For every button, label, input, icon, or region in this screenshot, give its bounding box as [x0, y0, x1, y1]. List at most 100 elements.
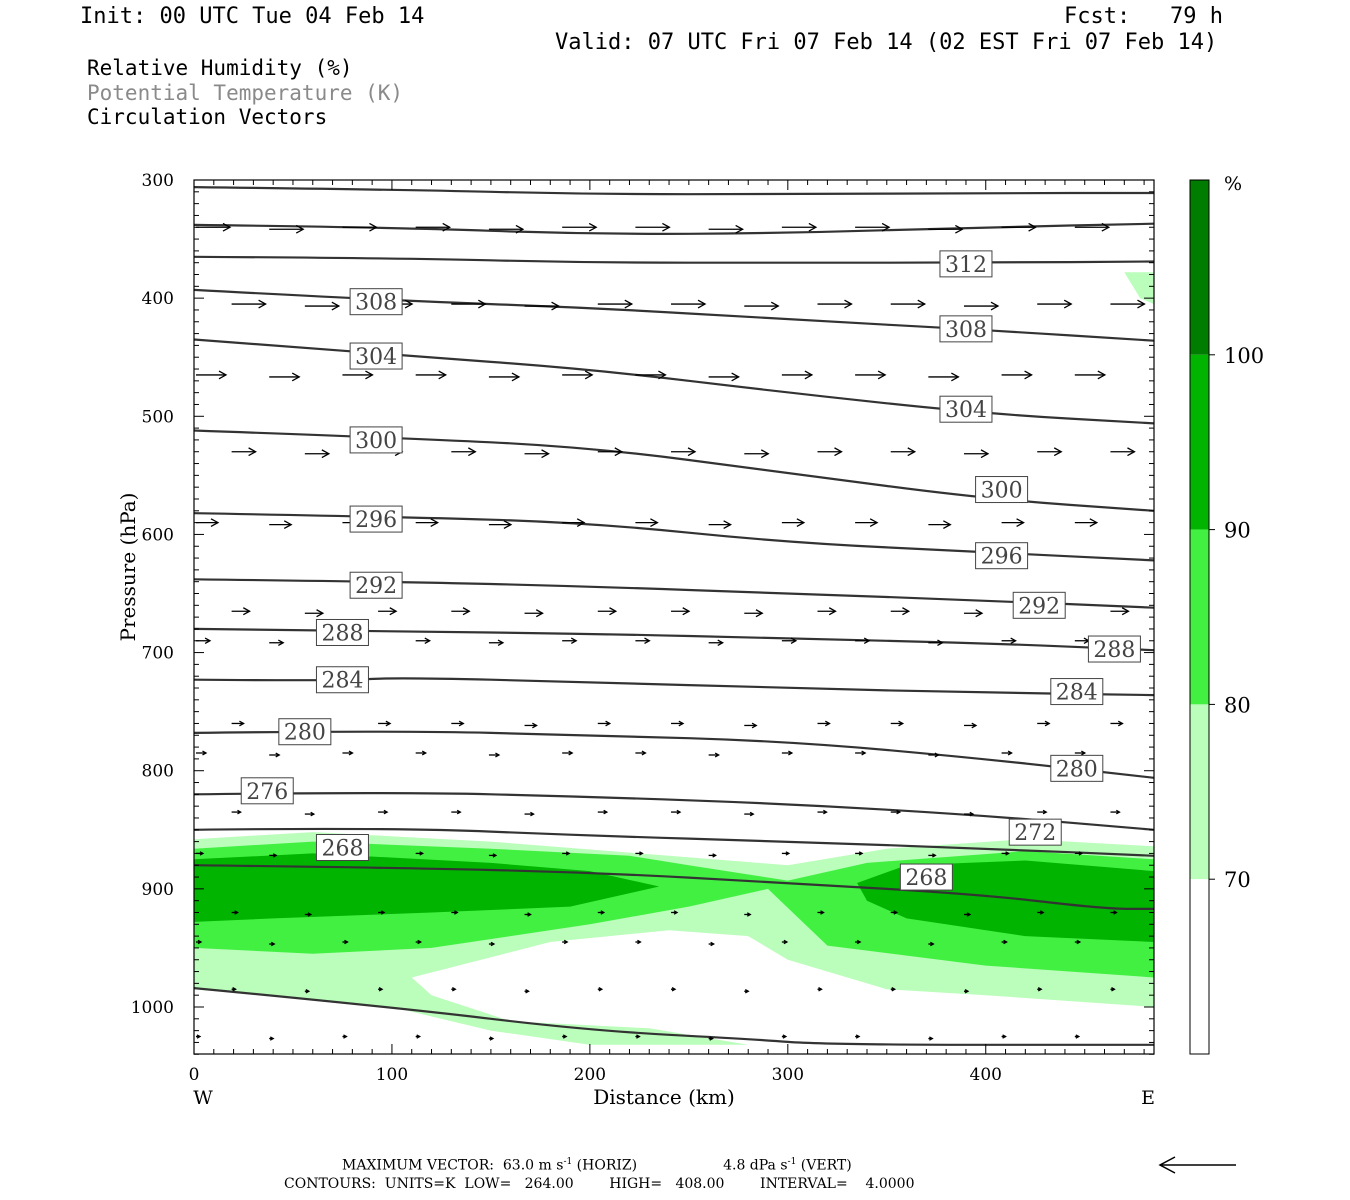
horiz-unit-exponent: -1 [563, 1157, 573, 1167]
contour-label: 272 [1014, 821, 1056, 846]
theta-contour-264 [194, 987, 1154, 1046]
contour-label: 268 [905, 866, 947, 891]
y-axis-title: Pressure (hPa) [116, 493, 140, 642]
vector-arrow [269, 853, 278, 858]
colorbar-segment [1190, 704, 1209, 880]
vector-arrow [744, 811, 755, 817]
vector-arrow [781, 1034, 788, 1039]
contour-label: 276 [246, 780, 288, 805]
contour-label-box [315, 618, 369, 646]
vector-arrow [231, 987, 237, 992]
vector-arrow [524, 449, 550, 459]
vector-arrow [890, 987, 897, 992]
contours-info: CONTOURS: UNITS=K LOW= 264.00 HIGH= 408.… [284, 1176, 915, 1192]
vector-arrow [231, 809, 242, 815]
vector-arrow [928, 372, 960, 382]
vector-arrow [269, 941, 276, 947]
vector-arrow [708, 752, 720, 758]
contour-label: 296 [981, 545, 1023, 570]
reference-vector-arrow [1158, 1156, 1236, 1174]
vector-arrow [415, 1034, 422, 1039]
contour-label-box [315, 666, 369, 694]
vector-arrow [1074, 1034, 1081, 1039]
theta-contour-268 [194, 864, 1154, 910]
horiz-vector-value: 63.0 m s [502, 1157, 564, 1174]
circulation-vectors [195, 222, 1146, 1041]
vector-arrow [562, 518, 586, 528]
vector-arrow [415, 222, 452, 232]
vector-arrow [671, 447, 697, 457]
vector-arrow [817, 607, 837, 616]
vector-arrow [671, 607, 691, 616]
vector-arrow [195, 939, 203, 945]
vert-unit-exponent: -1 [787, 1157, 797, 1167]
vector-arrow [524, 609, 544, 618]
vector-arrow [597, 809, 609, 815]
colorbar-segment [1190, 180, 1209, 355]
vector-arrow [708, 1036, 714, 1041]
vector-arrow [1110, 299, 1146, 309]
west-label: W [193, 1087, 213, 1109]
vector-arrow [1074, 518, 1099, 528]
vector-arrow [963, 811, 975, 817]
vector-arrow [524, 811, 535, 817]
title-relative-humidity: Relative Humidity (%) [87, 56, 353, 80]
vector-arrow [781, 750, 794, 756]
vector-arrow [378, 720, 392, 727]
colorbar-unit: % [1224, 173, 1242, 195]
contour-label: 280 [1056, 757, 1098, 782]
vector-arrow [1074, 750, 1087, 756]
vector-arrow [708, 853, 717, 858]
vector-arrow [928, 1036, 934, 1041]
colorbar-level-label: 100 [1224, 344, 1264, 368]
vector-arrow [304, 811, 316, 817]
max-vector-label: MAXIMUM VECTOR: [342, 1157, 494, 1174]
vector-arrow [1001, 1034, 1007, 1039]
vector-arrow [855, 222, 891, 232]
contour-label: 292 [1018, 594, 1060, 619]
vector-arrow [1001, 370, 1033, 380]
vector-arrow [415, 370, 448, 380]
vector-arrow [890, 809, 902, 815]
contour-label-box [349, 426, 403, 454]
vector-arrow [342, 750, 354, 756]
vector-arrow [1037, 720, 1051, 727]
vector-arrow [195, 370, 228, 380]
vector-arrow [1074, 637, 1091, 645]
vector-arrow [269, 520, 293, 530]
vector-arrow [928, 853, 937, 858]
vector-arrow [671, 987, 677, 992]
vector-arrow [1037, 809, 1048, 815]
vector-arrow [562, 939, 569, 945]
vector-arrow [855, 939, 862, 945]
vector-arrow [269, 224, 305, 234]
vector-arrow [744, 722, 758, 729]
vector-arrow [488, 372, 521, 382]
contour-label-box [349, 505, 403, 533]
vector-arrow [562, 637, 578, 645]
contour-label-box [349, 571, 403, 599]
vector-arrow [562, 1034, 568, 1039]
title-potential-temperature: Potential Temperature (K) [87, 81, 404, 105]
rh-70-upper-region [1124, 272, 1154, 305]
vector-arrow [451, 447, 477, 457]
vector-arrow [1001, 851, 1010, 856]
vector-arrow [1001, 750, 1013, 756]
vector-arrow [1037, 447, 1063, 457]
vector-arrow [781, 222, 818, 232]
rh-shading [194, 272, 1154, 1045]
vector-arrow [488, 639, 505, 647]
contour-label: 300 [355, 429, 397, 454]
theta-contour-288 [194, 627, 1154, 652]
vector-arrow [928, 752, 940, 758]
vector-arrow [195, 222, 232, 232]
vector-arrow [562, 222, 598, 232]
vector-arrow [1110, 809, 1121, 815]
contour-label: 288 [1093, 638, 1135, 663]
title-circulation-vectors: Circulation Vectors [87, 105, 328, 129]
east-label: E [1141, 1087, 1155, 1109]
vector-arrow [304, 449, 331, 459]
vector-arrow [781, 637, 798, 645]
vector-arrow [304, 989, 311, 994]
vector-arrow [195, 518, 220, 528]
